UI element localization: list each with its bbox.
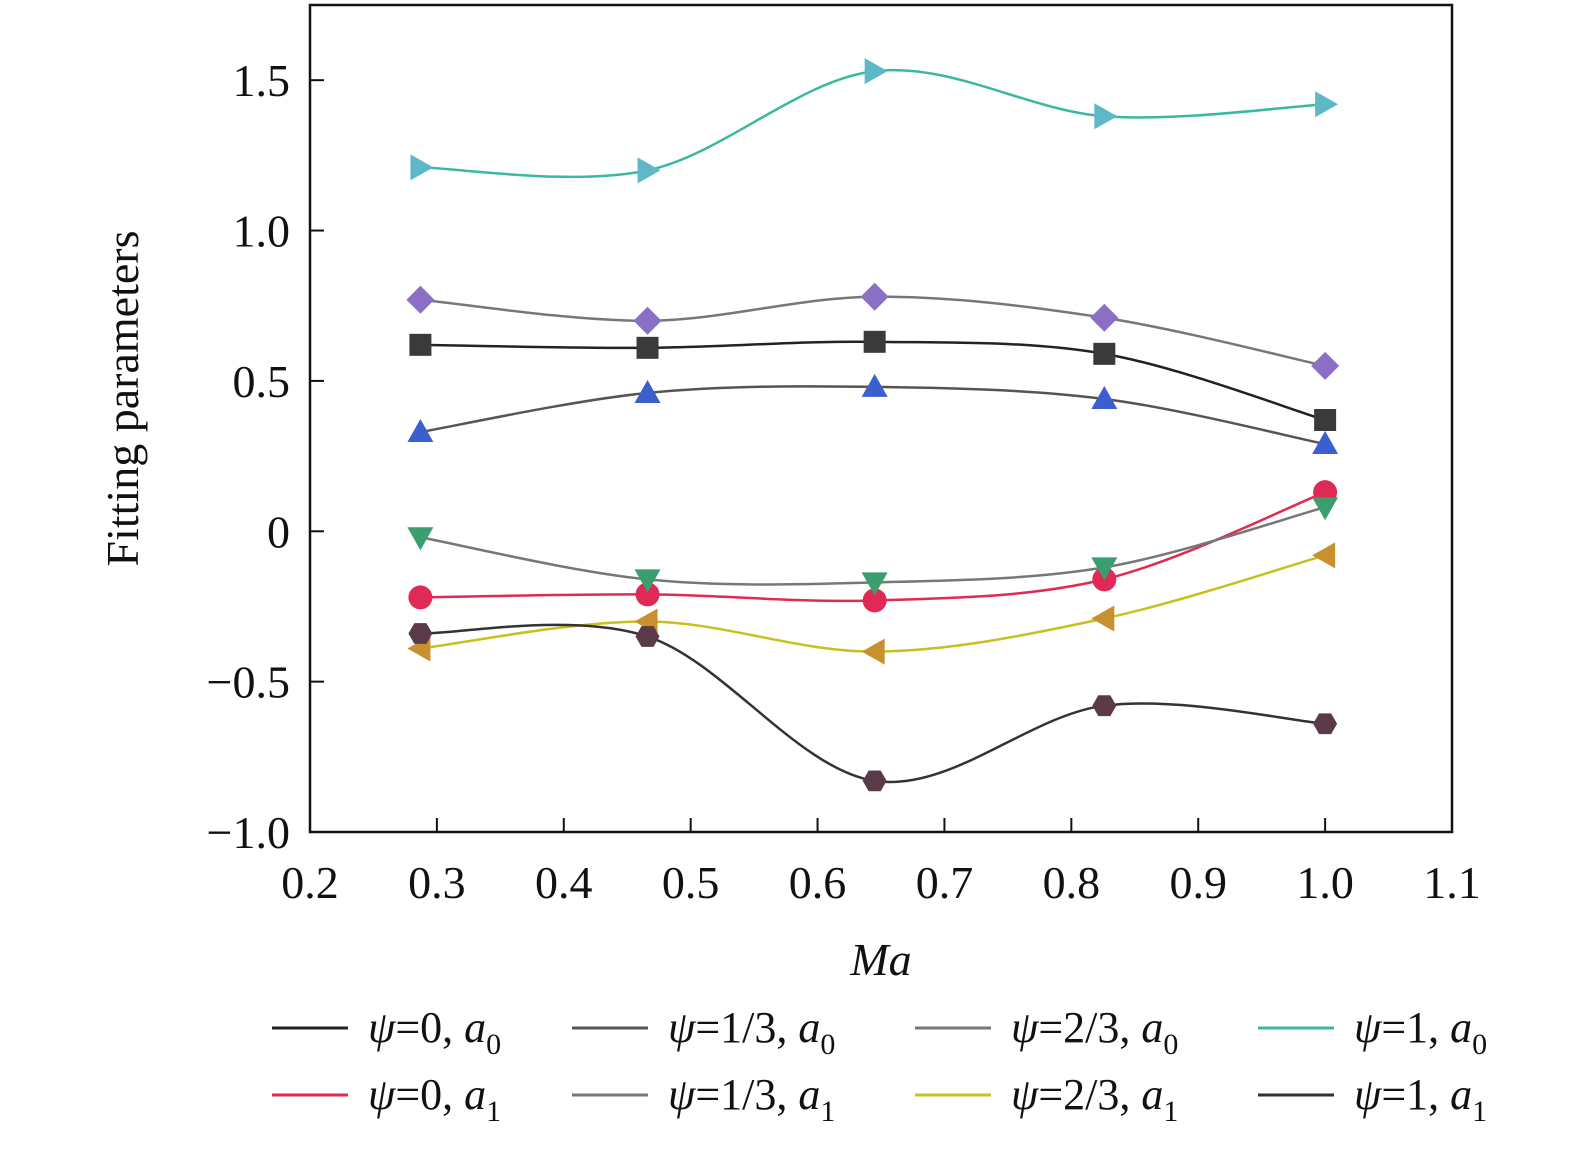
data-point — [407, 527, 434, 551]
plot-frame — [308, 3, 1454, 834]
data-point — [636, 336, 659, 359]
data-point — [408, 585, 433, 610]
data-point — [1090, 303, 1119, 332]
legend: ψ=0, a0 ψ=1/3, a0 ψ=2/3, a0 ψ=1, a0 ψ=0, a1 ψ… — [272, 1003, 1487, 1128]
data-point — [1091, 605, 1115, 632]
x-tick-label: 0.3 — [408, 857, 466, 908]
data-point — [407, 419, 434, 443]
data-point — [1312, 497, 1339, 521]
y-tick-label: 1.5 — [233, 55, 291, 106]
data-point — [1094, 103, 1118, 130]
plot-area — [308, 3, 1454, 834]
data-point — [408, 623, 433, 644]
x-tick-label: 1.1 — [1423, 857, 1481, 908]
legend-label: ψ=2/3, a1 — [1011, 1070, 1178, 1128]
legend-item: ψ=1/3, a0 — [572, 1003, 835, 1061]
data-point — [860, 282, 889, 311]
legend-item: ψ=2/3, a0 — [915, 1003, 1178, 1061]
y-tick-label: 1.0 — [233, 206, 291, 257]
data-point — [1091, 557, 1118, 581]
data-point — [637, 157, 661, 184]
legend-label: ψ=0, a0 — [368, 1003, 501, 1061]
data-point — [864, 58, 888, 85]
x-tick-label: 0.8 — [1043, 857, 1101, 908]
data-point — [633, 306, 662, 335]
data-point — [863, 330, 886, 353]
x-tick-label: 0.2 — [281, 857, 339, 908]
data-point — [861, 572, 888, 596]
legend-item: ψ=2/3, a1 — [915, 1070, 1178, 1128]
data-point — [635, 626, 660, 647]
data-point — [1311, 351, 1340, 380]
x-tick-label: 0.4 — [535, 857, 593, 908]
series-lines — [420, 68, 1326, 784]
data-point — [1313, 713, 1338, 735]
x-axis: 0.2 0.3 0.4 0.5 0.6 0.7 0.8 0.9 1.0 1.1 — [281, 818, 1481, 908]
y-tick-label: 0 — [267, 506, 290, 557]
data-point — [861, 373, 888, 397]
x-tick-label: 0.6 — [789, 857, 847, 908]
data-point — [1312, 542, 1336, 569]
series-line — [420, 68, 1326, 179]
y-axis-title: Fitting parameters — [97, 231, 148, 567]
y-axis: −1.0 −0.5 0 0.5 1.0 1.5 — [207, 55, 324, 858]
y-tick-label: −1.0 — [207, 807, 290, 858]
legend-label: ψ=1, a1 — [1354, 1070, 1487, 1128]
legend-item: ψ=0, a1 — [272, 1070, 501, 1128]
x-tick-label: 0.9 — [1169, 857, 1227, 908]
legend-label: ψ=0, a1 — [368, 1070, 501, 1128]
data-point — [1314, 409, 1337, 432]
legend-label: ψ=2/3, a0 — [1011, 1003, 1178, 1061]
x-axis-title: Ma — [849, 934, 911, 985]
data-point — [1092, 695, 1117, 717]
data-point — [1312, 431, 1339, 455]
data-point — [1093, 342, 1116, 365]
x-tick-label: 0.7 — [916, 857, 974, 908]
legend-item: ψ=1, a1 — [1258, 1070, 1487, 1128]
data-point — [635, 582, 660, 607]
data-point — [634, 379, 661, 403]
y-tick-label: 0.5 — [233, 356, 291, 407]
x-tick-label: 0.5 — [662, 857, 720, 908]
data-point — [1315, 91, 1339, 118]
data-point — [861, 638, 885, 665]
data-point — [1091, 385, 1118, 409]
data-point — [409, 333, 432, 356]
series-markers — [406, 58, 1340, 792]
data-point — [634, 569, 661, 593]
legend-item: ψ=0, a0 — [272, 1003, 501, 1061]
data-point — [410, 154, 434, 181]
legend-label: ψ=1, a0 — [1354, 1003, 1487, 1061]
data-point — [862, 770, 887, 792]
y-tick-label: −0.5 — [207, 657, 290, 708]
legend-item: ψ=1, a0 — [1258, 1003, 1487, 1061]
legend-label: ψ=1/3, a0 — [668, 1003, 835, 1061]
legend-label: ψ=1/3, a1 — [668, 1070, 835, 1128]
data-point — [862, 588, 887, 613]
data-point — [406, 285, 435, 314]
legend-item: ψ=1/3, a1 — [572, 1070, 835, 1128]
x-tick-label: 1.0 — [1296, 857, 1354, 908]
